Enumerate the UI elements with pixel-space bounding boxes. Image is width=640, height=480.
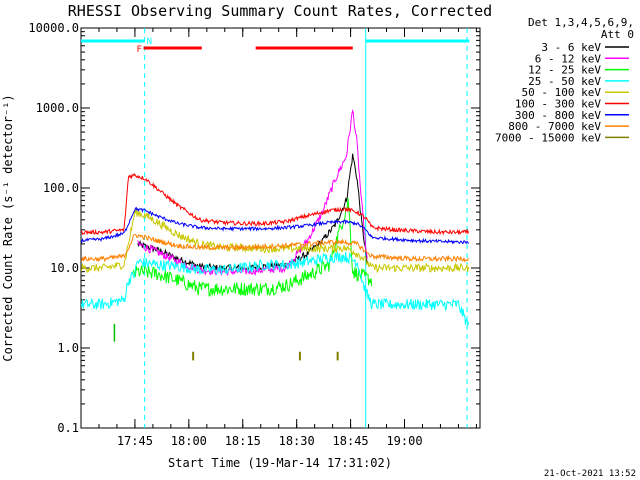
legend-entry-label: 25 - 50 keV (528, 75, 601, 88)
y-tick-label: 10.0 (50, 261, 79, 275)
series-line (81, 206, 469, 245)
x-tick-label: 18:00 (171, 434, 207, 448)
plot-area (81, 28, 470, 428)
series-3to6keV (137, 153, 368, 273)
legend-entry-label: 6 - 12 keV (535, 52, 602, 65)
chart-title: RHESSI Observing Summary Count Rates, Co… (68, 2, 492, 20)
legend-entry-label: 12 - 25 keV (528, 64, 601, 77)
x-tick-label: 17:45 (117, 434, 153, 448)
series-12to25keV (132, 198, 373, 297)
legend-entry-label: 3 - 6 keV (541, 41, 601, 54)
series-line (81, 208, 469, 274)
series-7000to15000keV (192, 351, 339, 361)
footer-timestamp: 21-Oct-2021 13:52 (544, 469, 636, 479)
legend-entry-label: 100 - 300 keV (515, 98, 601, 111)
x-tick-label: 18:30 (279, 434, 315, 448)
legend-header: Att 0 (601, 28, 634, 41)
y-tick-label: 1000.0 (36, 101, 79, 115)
flag-label: F (137, 45, 142, 55)
legend-entry-label: 800 - 7000 keV (508, 120, 601, 133)
series-line (81, 250, 469, 326)
series-line (137, 108, 368, 277)
plot-axes: 10000.0 1000.0 100.0 10.0 1.0 0.1 17:45 18:00 18… (28, 21, 481, 448)
legend-header: Det 1,3,4,5,6,9, (528, 16, 634, 29)
y-tick-label: 10000.0 (28, 21, 79, 35)
series-6to12keV (137, 108, 368, 277)
x-tick-label: 18:45 (333, 434, 369, 448)
series-800to7000keV (81, 233, 469, 263)
series-line (137, 153, 368, 273)
series-100to300keV (81, 172, 469, 236)
series-25to50keV (81, 250, 469, 326)
legend-entry-label: 7000 - 15000 keV (495, 131, 601, 144)
legend-entry-label: 50 - 100 keV (522, 86, 602, 99)
plot-frame (80, 27, 481, 429)
series-line (81, 172, 469, 236)
y-tick-label: 1.0 (57, 341, 79, 355)
y-tick-label: 0.1 (57, 421, 79, 435)
flag-label: N (147, 37, 152, 47)
legend-entry-label: 300 - 800 keV (515, 109, 601, 122)
series-line (132, 198, 373, 297)
x-axis-label: Start Time (19-Mar-14 17:31:02) (168, 456, 392, 470)
y-axis-label: Corrected Count Rate (s⁻¹ detector⁻¹) (1, 94, 15, 361)
series-300to800keV (81, 206, 469, 245)
y-tick-label: 100.0 (43, 181, 79, 195)
series-line (81, 233, 469, 263)
x-tick-label: 18:15 (225, 434, 261, 448)
series-50to100keV (81, 208, 469, 274)
x-tick-label: 19:00 (386, 434, 422, 448)
